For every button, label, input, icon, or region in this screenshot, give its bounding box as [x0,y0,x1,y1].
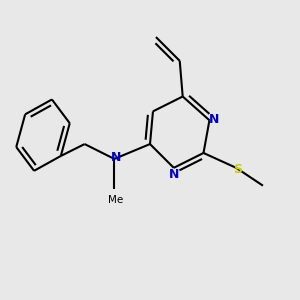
Text: Me: Me [108,195,123,205]
Text: S: S [233,163,242,176]
Text: N: N [169,168,179,181]
Text: N: N [111,151,121,164]
Text: N: N [208,112,219,126]
